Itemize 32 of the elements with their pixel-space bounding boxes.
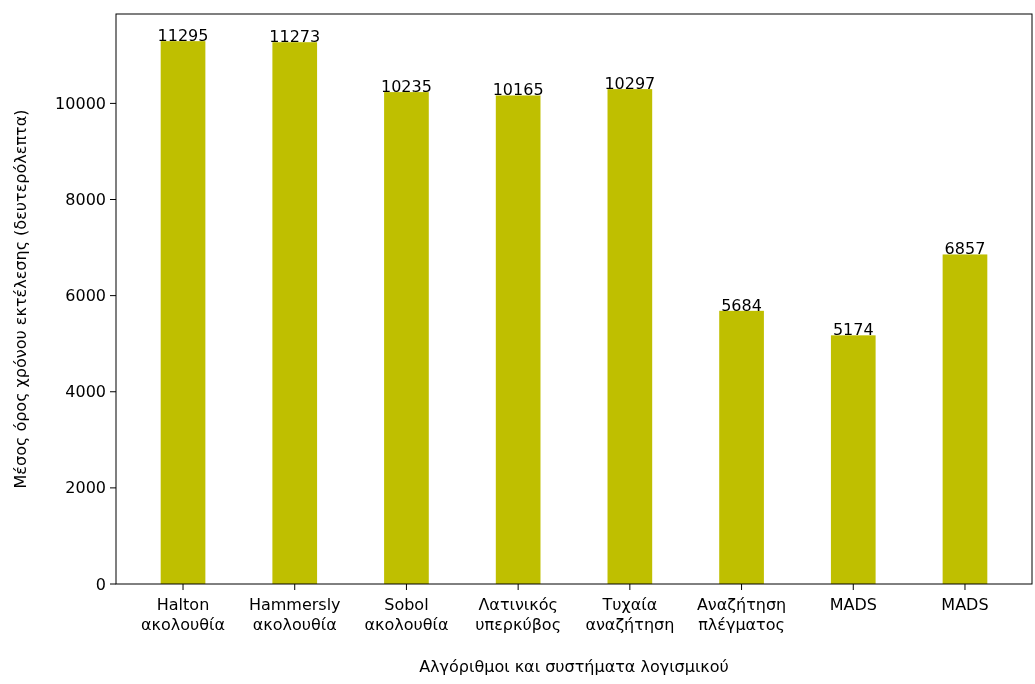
y-tick-label: 10000 [55,93,106,113]
x-tick-label: Αναζήτηση πλέγματος [696,595,787,634]
x-axis-title: Αλγόριθμοι και συστήματα λογισμικού [419,657,729,676]
data-label: 6857 [944,239,986,259]
bar [495,95,541,584]
y-tick-label: 2000 [65,478,106,498]
x-tick-label: MADS [829,595,877,614]
x-tick-label: Halton ακολουθία [141,595,226,634]
data-label: 10235 [380,77,432,97]
data-label: 10165 [492,80,544,100]
y-tick-label: 0 [95,574,106,594]
y-axis-title: Μέσος όρος χρόνου εκτέλεσης (δευτερόλεπτα) [11,109,30,489]
bar [719,310,764,584]
y-tick-label: 4000 [65,382,106,402]
bar [607,89,653,584]
bar [384,92,429,584]
bar [830,335,876,584]
y-tick-label: 8000 [65,190,106,210]
data-label: 11295 [157,26,209,46]
data-label: 11273 [269,27,321,47]
bar [272,42,318,584]
x-tick-label: Hammersly ακολουθία [248,595,341,634]
data-label: 5684 [721,295,762,315]
bar [160,41,206,584]
bar [942,254,988,584]
x-tick-label: MADS [941,595,989,614]
x-tick-label: Τυχαία αναζήτηση [585,595,675,634]
data-label: 10297 [604,74,656,94]
y-tick-label: 6000 [65,286,106,306]
x-tick-label: Λατινικός υπερκύβος [475,595,562,634]
x-tick-label: Sobol ακολουθία [364,595,449,634]
data-label: 5174 [832,320,874,340]
